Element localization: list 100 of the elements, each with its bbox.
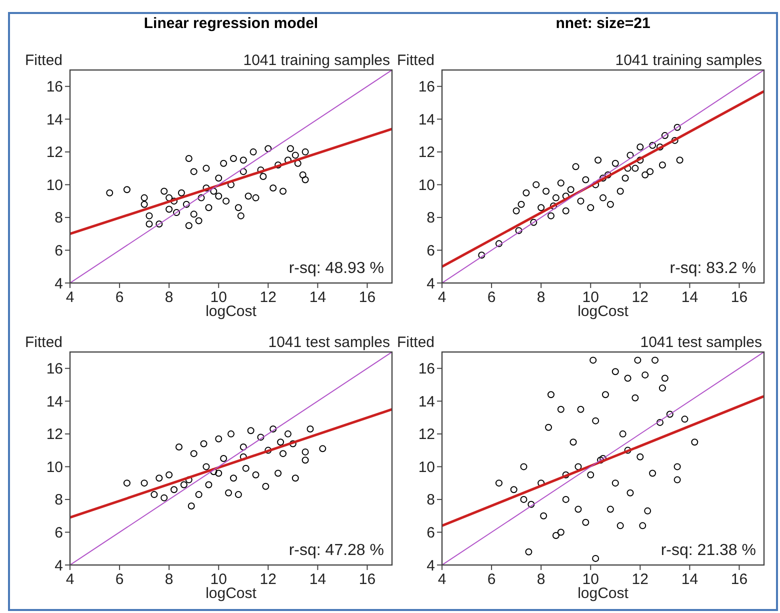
chart-subtitle: 1041 test samples [640, 334, 762, 351]
y-axis-title: Fitted [397, 52, 435, 69]
point [636, 453, 644, 460]
x-tick-label: 12 [260, 571, 276, 588]
annotation: r-sq: 48.93 % [288, 260, 384, 277]
x-tick-label: 6 [115, 571, 124, 588]
point [604, 171, 612, 178]
point [646, 168, 654, 176]
point [228, 430, 234, 438]
point [658, 384, 666, 392]
point [250, 148, 257, 156]
x-tick-label: 10 [210, 289, 227, 306]
point [306, 426, 314, 433]
point [478, 252, 486, 259]
point [166, 471, 173, 478]
y-tick-label: 6 [426, 524, 435, 542]
chart-subtitle: 1041 training samples [243, 52, 390, 69]
point [286, 145, 294, 152]
x-tick-label: 10 [582, 289, 599, 306]
point [577, 198, 584, 205]
point [606, 506, 614, 513]
point [220, 455, 228, 462]
point [264, 145, 272, 152]
point [244, 192, 252, 200]
x-tick-label: 10 [210, 571, 227, 588]
point [681, 416, 688, 423]
point [636, 156, 644, 164]
point [234, 204, 242, 212]
point [512, 207, 520, 214]
point [182, 200, 190, 208]
point [190, 168, 198, 176]
point [661, 374, 668, 382]
point [634, 356, 642, 364]
y-axis-title: Fitted [25, 334, 63, 351]
point [624, 446, 632, 454]
x-tick-label: 8 [164, 571, 174, 588]
point [215, 174, 222, 182]
point [656, 418, 664, 426]
point [274, 470, 282, 477]
point [280, 450, 287, 458]
point [624, 374, 632, 382]
y-tick-label: 10 [46, 176, 63, 194]
x-tick-label: 16 [730, 289, 748, 306]
y-tick-label: 14 [46, 111, 63, 128]
y-tick-label: 16 [46, 78, 63, 96]
y-tick-label: 6 [54, 242, 63, 260]
point [180, 481, 188, 488]
point [557, 406, 564, 413]
point [294, 160, 302, 167]
point [547, 391, 554, 398]
x-tick-label: 8 [536, 571, 546, 588]
point [195, 491, 202, 498]
point [240, 156, 247, 164]
point [616, 188, 624, 195]
x-tick-label: 8 [164, 289, 174, 306]
x-tick-label: 4 [66, 571, 74, 588]
point [658, 162, 666, 169]
point [242, 464, 250, 472]
point [674, 463, 681, 470]
point [574, 506, 582, 513]
point [215, 192, 222, 200]
x-axis-title: logCost [206, 303, 258, 320]
x-tick-label: 8 [536, 289, 546, 306]
point [636, 144, 644, 151]
point [666, 410, 674, 418]
point [160, 494, 168, 502]
chart-title: nnet: size=21 [556, 15, 650, 32]
annotation: r-sq: 83.2 % [670, 260, 756, 277]
point [302, 148, 309, 156]
x-tick-label: 12 [632, 289, 648, 306]
point [606, 200, 614, 208]
point [195, 217, 202, 224]
point [557, 180, 564, 187]
point [228, 181, 234, 188]
point [230, 154, 237, 162]
x-tick-label: 16 [358, 571, 376, 588]
y-tick-label: 8 [426, 492, 435, 509]
point [140, 480, 148, 487]
point [230, 474, 237, 482]
point [190, 210, 198, 218]
x-axis-title: logCost [206, 585, 258, 602]
annotation: r-sq: 47.28 % [288, 542, 384, 559]
y-tick-label: 10 [46, 458, 63, 476]
point [257, 166, 264, 174]
point [649, 470, 656, 477]
point [587, 204, 594, 212]
point [515, 227, 522, 234]
point [274, 162, 282, 169]
point [597, 456, 604, 464]
y-tick-label: 4 [54, 275, 63, 292]
point [210, 188, 218, 195]
point [185, 154, 192, 162]
point [639, 522, 646, 530]
x-tick-label: 14 [681, 571, 698, 588]
point [198, 194, 205, 202]
point [150, 491, 158, 498]
point [302, 448, 309, 456]
y-tick-label: 8 [54, 492, 63, 509]
point [642, 371, 649, 378]
point [178, 189, 185, 196]
